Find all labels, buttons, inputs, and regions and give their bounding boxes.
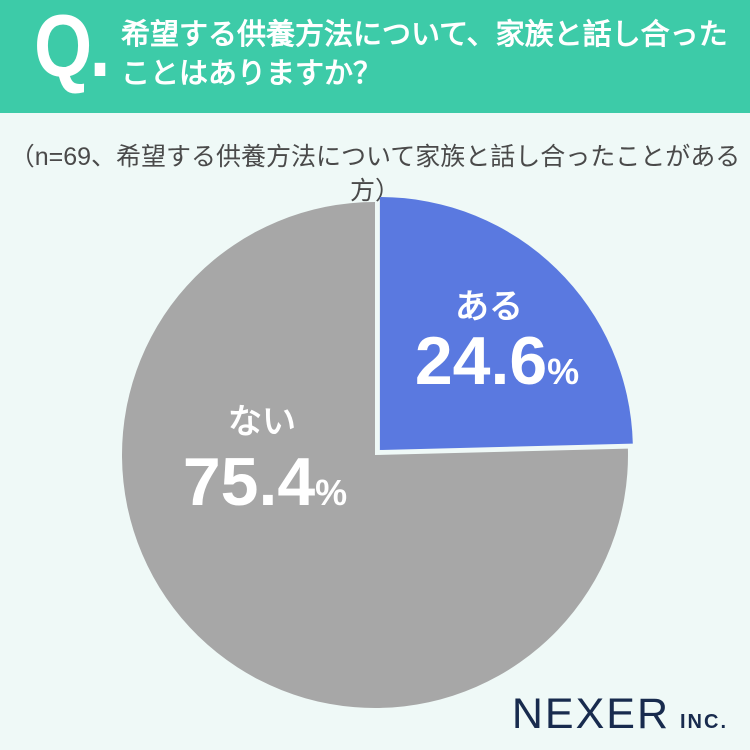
question-header: Q. 希望する供養方法について、家族と話し合った ことはありますか？ xyxy=(0,0,750,113)
slice-value-aru-number: 24.6 xyxy=(415,323,547,399)
question-text-line1: 希望する供養方法について、家族と話し合った xyxy=(121,19,728,51)
slice-value-aru-unit: % xyxy=(547,351,579,392)
slice-label-nai: ない xyxy=(228,403,296,441)
question-text: 希望する供養方法について、家族と話し合った ことはありますか？ xyxy=(121,16,746,94)
slice-value-aru: 24.6% xyxy=(415,323,579,399)
slice-value-nai: 75.4% xyxy=(183,444,347,520)
slice-label-aru: ある xyxy=(455,288,523,326)
sample-note: （n=69、希望する供養方法について家族と話し合ったことがある方） xyxy=(9,143,741,205)
question-text-line2: ことはありますか？ xyxy=(121,58,383,90)
brand-suffix: INC. xyxy=(680,711,728,733)
brand-logo: NEXER INC. xyxy=(512,690,728,739)
brand-name: NEXER xyxy=(511,690,670,738)
slice-value-nai-number: 75.4 xyxy=(183,444,316,520)
slice-value-nai-unit: % xyxy=(315,472,347,513)
q-mark: Q. xyxy=(34,0,110,95)
pie-slice-aru xyxy=(379,196,633,450)
pie-slice-nai xyxy=(121,202,628,708)
